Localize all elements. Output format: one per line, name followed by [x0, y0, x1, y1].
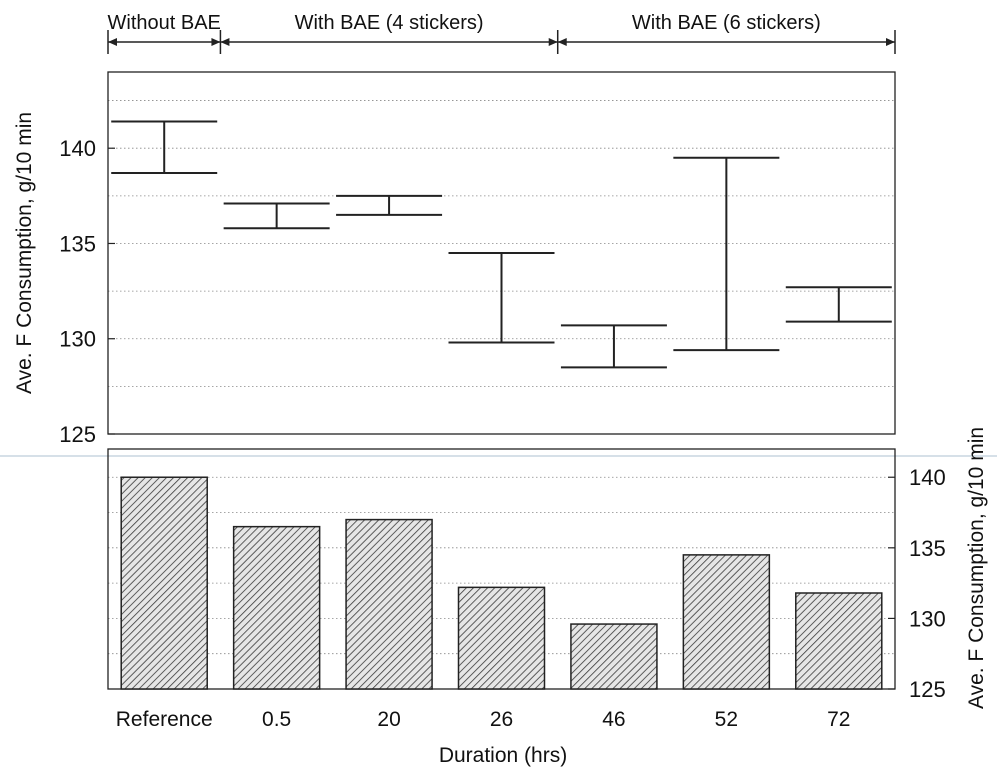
y-tick-label: 135: [909, 536, 946, 561]
x-tick-label: 0.5: [262, 708, 291, 731]
y-tick-label: 130: [59, 327, 96, 352]
phase-label: With BAE (6 stickers): [632, 12, 821, 34]
phase-arrow-head-left: [220, 38, 230, 46]
x-axis-label: Duration (hrs): [439, 744, 567, 767]
bottom-y-axis: 125 130 135 140: [888, 465, 946, 702]
phase-arrow-head-right: [886, 38, 895, 46]
bars: [120, 476, 883, 690]
x-tick-label: 72: [827, 708, 850, 731]
y-tick-label: 130: [909, 606, 946, 631]
bar: [682, 554, 771, 690]
x-tick-label: 46: [602, 708, 625, 731]
x-axis: Reference 0.5 20 26 46 52 72: [116, 708, 851, 731]
x-tick-label: 26: [490, 708, 513, 731]
top-panel: 125 130 135 140 Ave. F Consumption, g/10 mi…: [13, 71, 896, 447]
x-tick-label: Reference: [116, 708, 213, 731]
top-y-axis: 125 130 135 140: [59, 136, 115, 447]
phase-label: Without BAE: [108, 12, 221, 34]
bottom-panel: 125 130 135 140 Reference 0.5 20 26 46 52 72 Dura…: [107, 427, 988, 767]
phase-arrow-head-right: [548, 38, 558, 46]
bar: [345, 518, 433, 690]
y-tick-label: 125: [909, 677, 946, 702]
phase-label: With BAE (4 stickers): [295, 12, 484, 34]
y-tick-label: 125: [59, 422, 96, 447]
bar: [570, 623, 658, 690]
top-y-axis-label: Ave. F Consumption, g/10 min: [13, 112, 36, 394]
bar: [232, 525, 321, 690]
phase-arrow-head-right: [211, 38, 221, 46]
bar: [457, 586, 546, 690]
bar: [120, 476, 208, 690]
bottom-y-axis-label: Ave. F Consumption, g/10 min: [965, 427, 988, 709]
range-bars: [111, 120, 892, 369]
phase-arrow-head-left: [557, 38, 567, 46]
y-tick-label: 140: [909, 465, 946, 490]
y-tick-label: 140: [59, 136, 96, 161]
phase-annotations: Without BAE With BAE (4 stickers) With BAE…: [107, 12, 896, 54]
x-tick-label: 52: [715, 708, 738, 731]
top-plot-frame: [107, 71, 896, 435]
y-tick-label: 135: [59, 231, 96, 256]
bar: [795, 592, 883, 690]
phase-arrow-head-left: [108, 38, 117, 46]
x-tick-label: 20: [377, 708, 400, 731]
